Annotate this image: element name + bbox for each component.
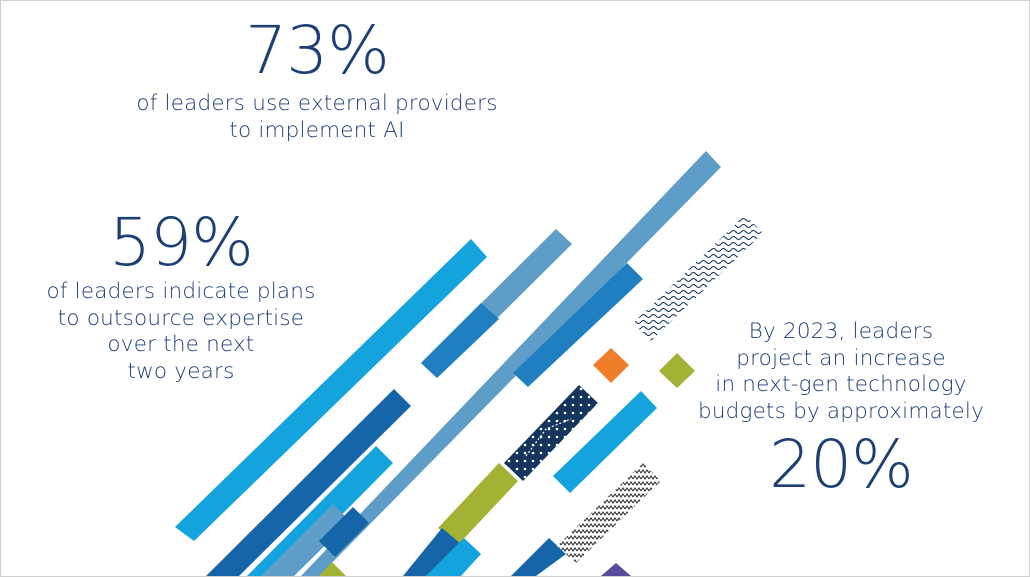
bar-mid-upper [513, 263, 643, 387]
stat-value: 59% [109, 204, 254, 281]
stat-tech-budgets: By 2023, leaders project an increase in … [691, 319, 991, 503]
bar-zigzag [557, 463, 661, 563]
bar-light-blue-long [175, 239, 487, 541]
stat-value: 20% [769, 426, 914, 503]
square-green [659, 353, 695, 388]
stat-description: By 2023, leaders project an increase in … [697, 319, 985, 424]
stat-outsource-expertise: 59% of leaders indicate plans to outsour… [31, 204, 331, 385]
bar-steel-2 [261, 504, 350, 576]
bar-steel-right [301, 151, 721, 576]
bar-dark-3 [403, 528, 461, 576]
square-green-bottom [319, 562, 346, 576]
stat-description: of leaders indicate plans to outsource e… [46, 279, 316, 384]
bar-dark-4 [511, 538, 566, 576]
bar-mid-short [421, 303, 499, 378]
bar-light-3 [426, 538, 481, 576]
bar-dark-1 [206, 389, 411, 576]
stat-value: 73% [245, 12, 390, 89]
bar-dark-2 [319, 507, 369, 557]
bar-light-right [553, 391, 657, 493]
stat-description: of leaders use external providers to imp… [136, 91, 498, 143]
square-orange [593, 348, 629, 383]
bar-dotted [504, 385, 598, 481]
bar-light-2 [247, 446, 393, 576]
bar-wavy [633, 215, 763, 341]
stat-external-providers: 73% of leaders use external providers to… [127, 12, 507, 144]
bar-green [438, 463, 518, 546]
square-purple [601, 563, 631, 576]
